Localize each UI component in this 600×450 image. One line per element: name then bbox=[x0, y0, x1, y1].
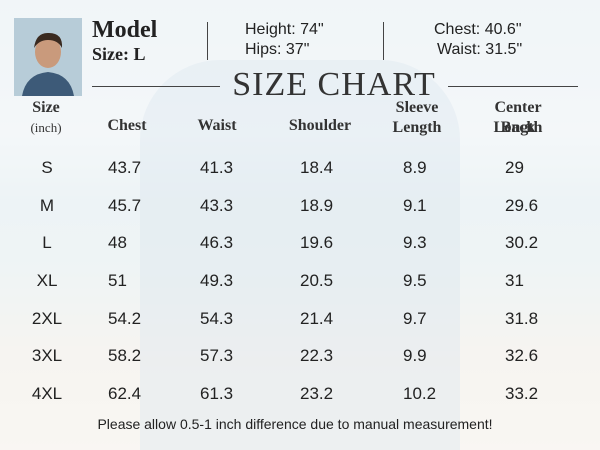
table-cell: 31 bbox=[505, 271, 524, 290]
table-cell: 18.9 bbox=[300, 196, 334, 215]
table-cell: 9.7 bbox=[403, 309, 427, 328]
size-label: S bbox=[41, 158, 53, 177]
table-cell: 9.3 bbox=[403, 233, 427, 252]
model-portrait bbox=[14, 18, 82, 96]
table-cell: 43.7 bbox=[108, 158, 142, 177]
column-header: Chest bbox=[107, 117, 147, 134]
table-cell: 51 bbox=[108, 271, 127, 290]
size-label: 4XL bbox=[31, 384, 63, 403]
table-cell: 20.5 bbox=[300, 271, 334, 290]
title-rule bbox=[448, 86, 578, 87]
column-header: Length bbox=[392, 119, 442, 136]
table-cell: 54.2 bbox=[108, 309, 142, 328]
column-header: Length bbox=[493, 119, 543, 136]
model-chest: Chest: 40.6" bbox=[434, 21, 522, 38]
table-cell: 46.3 bbox=[200, 233, 234, 252]
model-label: Model bbox=[92, 17, 158, 43]
column-header: Center Back bbox=[494, 99, 542, 136]
size-label: L bbox=[42, 233, 52, 252]
table-cell: 31.8 bbox=[505, 309, 539, 328]
size-label: XL bbox=[36, 271, 58, 290]
divider bbox=[383, 22, 384, 60]
column-header: (inch) bbox=[30, 120, 62, 135]
table-cell: 8.9 bbox=[403, 158, 427, 177]
size-label: M bbox=[39, 196, 55, 215]
size-label: 2XL bbox=[31, 309, 63, 328]
table-cell: 23.2 bbox=[300, 384, 334, 403]
size-label: 3XL bbox=[31, 346, 63, 365]
table-cell: 22.3 bbox=[300, 346, 334, 365]
table-cell: 49.3 bbox=[200, 271, 234, 290]
table-cell: 19.6 bbox=[300, 233, 334, 252]
table-cell: 45.7 bbox=[108, 196, 142, 215]
table-cell: 29.6 bbox=[505, 196, 539, 215]
table-cell: 58.2 bbox=[108, 346, 142, 365]
table-cell: 57.3 bbox=[200, 346, 234, 365]
table-cell: 10.2 bbox=[403, 384, 437, 403]
divider bbox=[207, 22, 208, 60]
table-cell: 48 bbox=[108, 233, 127, 252]
title-rule bbox=[92, 86, 220, 87]
table-cell: 9.1 bbox=[403, 196, 427, 215]
model-height: Height: 74" bbox=[245, 21, 324, 38]
table-cell: 30.2 bbox=[505, 233, 539, 252]
table-cell: 43.3 bbox=[200, 196, 234, 215]
table-cell: 29 bbox=[505, 158, 524, 177]
table-cell: 54.3 bbox=[200, 309, 234, 328]
title: SIZE CHART bbox=[232, 66, 436, 103]
table-cell: 32.6 bbox=[505, 346, 539, 365]
table-cell: 61.3 bbox=[200, 384, 234, 403]
table-cell: 9.5 bbox=[403, 271, 427, 290]
model-hips: Hips: 37" bbox=[245, 41, 310, 58]
column-header: Shoulder bbox=[288, 117, 352, 134]
portrait-drawing bbox=[14, 18, 82, 96]
table-cell: 41.3 bbox=[200, 158, 234, 177]
table-cell: 18.4 bbox=[300, 158, 334, 177]
column-header: Waist bbox=[197, 117, 237, 134]
note: Please allow 0.5-1 inch difference due t… bbox=[97, 416, 493, 432]
model-size: Size: L bbox=[92, 44, 146, 64]
column-header: Size bbox=[32, 99, 60, 116]
table-cell: 62.4 bbox=[108, 384, 142, 403]
column-header: Sleeve bbox=[395, 99, 439, 116]
table-cell: 21.4 bbox=[300, 309, 334, 328]
table-cell: 9.9 bbox=[403, 346, 427, 365]
model-waist: Waist: 31.5" bbox=[437, 41, 523, 58]
table-cell: 33.2 bbox=[505, 384, 539, 403]
